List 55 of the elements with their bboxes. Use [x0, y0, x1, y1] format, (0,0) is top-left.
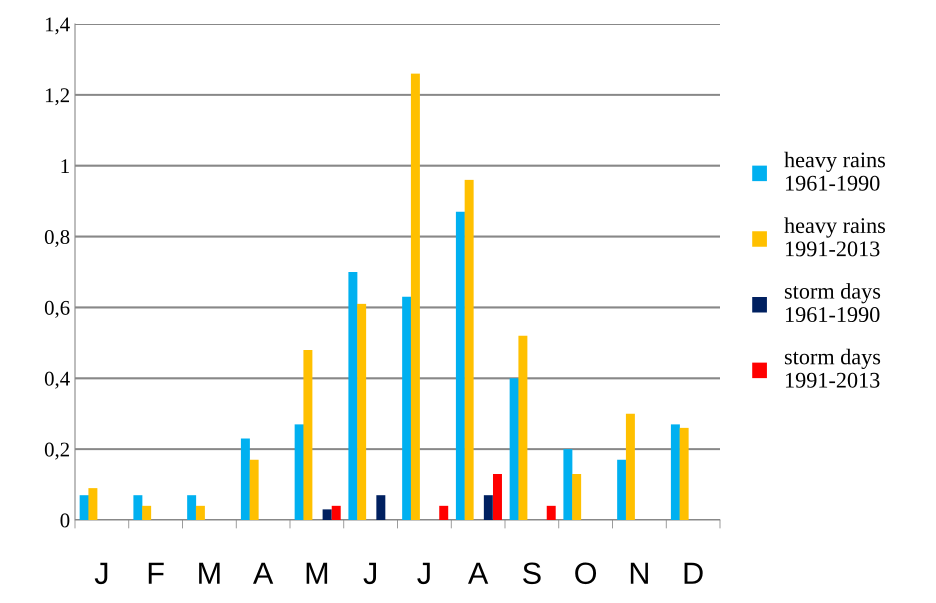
- bar: [456, 212, 465, 520]
- bar: [572, 474, 582, 520]
- legend-label: storm days 1961-1990: [784, 283, 880, 322]
- bar: [439, 506, 448, 520]
- bar: [402, 296, 412, 520]
- y-tick-label: 0: [60, 513, 70, 528]
- bar: [376, 495, 386, 520]
- x-tick-label: M: [199, 562, 220, 584]
- legend-label: heavy rains 1961-1990: [784, 152, 886, 191]
- bar: [88, 488, 98, 520]
- bar: [518, 336, 528, 520]
- legend-label: heavy rains 1991-2013: [784, 217, 886, 256]
- bar: [240, 438, 250, 520]
- y-tick-label: 0,6: [44, 300, 70, 318]
- bar: [303, 350, 312, 520]
- bar: [617, 460, 626, 520]
- legend-label: storm days 1991-2013: [784, 348, 880, 388]
- x-tick-label: J: [94, 562, 108, 584]
- bar: [626, 414, 635, 520]
- x-tick-label: M: [306, 562, 328, 584]
- y-tick-label: 0,8: [44, 230, 70, 248]
- bar: [680, 428, 689, 520]
- bar: [484, 495, 493, 520]
- y-tick-label: 0,4: [44, 372, 70, 389]
- y-tick-label: 0,2: [44, 442, 69, 460]
- bar: [357, 304, 366, 520]
- bar: [348, 272, 358, 520]
- bar: [410, 74, 420, 520]
- y-tick-label: 1,4: [46, 17, 70, 34]
- x-tick-label: S: [523, 562, 541, 584]
- x-tick-label: J: [363, 562, 376, 584]
- x-tick-label: A: [468, 562, 488, 584]
- x-tick-label: F: [148, 562, 164, 584]
- x-tick-label: O: [575, 562, 596, 584]
- x-tick-label: D: [684, 562, 703, 584]
- bar: [546, 506, 556, 520]
- bar: [187, 495, 196, 520]
- bar: [294, 424, 304, 520]
- bar: [670, 424, 680, 520]
- bar: [80, 495, 89, 520]
- bar: [142, 506, 152, 520]
- x-tick-label: A: [252, 562, 274, 584]
- bar: [563, 449, 572, 520]
- y-tick-label: 1,2: [46, 88, 69, 106]
- bar: [133, 495, 142, 520]
- x-tick-label: N: [630, 562, 648, 584]
- bar: [322, 509, 332, 520]
- x-tick-label: J: [417, 562, 430, 584]
- bar: [332, 506, 341, 520]
- bar: [492, 474, 502, 520]
- bar: [510, 378, 519, 520]
- bar: [464, 180, 474, 520]
- bar: [250, 460, 259, 520]
- bar: [196, 506, 205, 520]
- y-tick-label: 1: [62, 159, 69, 173]
